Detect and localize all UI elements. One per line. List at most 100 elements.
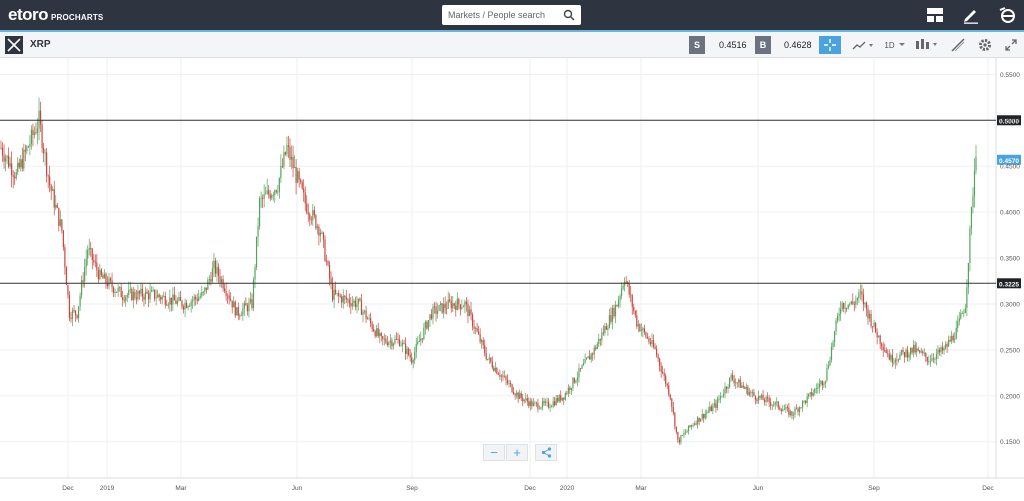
candle-body: [493, 367, 495, 372]
candle-body: [373, 329, 375, 332]
crosshair-icon: [824, 39, 836, 51]
candle-body: [771, 404, 773, 406]
candle-body: [852, 301, 854, 304]
candle-body: [683, 433, 685, 436]
candle-body: [170, 297, 172, 305]
candle-body: [659, 358, 661, 366]
share-button[interactable]: [535, 444, 557, 461]
crosshair-button[interactable]: [819, 36, 841, 54]
last-price-label: 0.4570: [999, 158, 1019, 165]
search-box[interactable]: Markets / People search: [442, 5, 581, 25]
candle-body: [217, 266, 220, 277]
draw-tools-button[interactable]: [948, 36, 968, 54]
candle-body: [847, 304, 849, 309]
candle-body: [409, 354, 411, 358]
candle-body: [564, 393, 566, 400]
etoro-e-icon[interactable]: [996, 4, 1018, 26]
pencil-icon[interactable]: [960, 4, 982, 26]
buy-button[interactable]: B: [755, 36, 771, 54]
candle-body: [195, 296, 197, 299]
candle-body: [916, 348, 918, 353]
candle-body: [724, 387, 726, 394]
buy-price[interactable]: 0.4628: [784, 40, 812, 50]
candle-body: [331, 283, 334, 300]
candle-body: [803, 400, 805, 402]
y-tick-label: 0.4000: [1000, 210, 1020, 217]
candles-button[interactable]: [914, 36, 940, 54]
fullscreen-button[interactable]: [1002, 36, 1020, 54]
candle-body: [505, 376, 507, 380]
candle-body: [147, 293, 150, 300]
candle-body: [406, 348, 408, 354]
candle-body: [765, 397, 767, 402]
candle-body: [388, 342, 390, 345]
candle-body: [856, 297, 858, 301]
sell-button[interactable]: S: [689, 36, 705, 54]
candle-body: [435, 306, 437, 314]
candle-body: [570, 387, 572, 390]
candle-body: [488, 357, 490, 360]
candle-body: [543, 401, 545, 404]
candle-body: [74, 310, 77, 315]
candle-body: [578, 368, 580, 378]
zoom-in-button[interactable]: +: [506, 444, 528, 461]
candle-body: [873, 322, 875, 327]
level-label-bg: [997, 115, 1021, 126]
candle-body: [164, 295, 166, 305]
candle-body: [929, 361, 931, 362]
search-icon[interactable]: [563, 9, 575, 21]
candle-body: [890, 355, 892, 360]
candle-body: [119, 287, 121, 288]
sell-price[interactable]: 0.4516: [719, 40, 747, 50]
candle-body: [274, 190, 276, 195]
candle-body: [508, 383, 510, 384]
candle-body: [944, 344, 947, 349]
candle-body: [674, 412, 676, 427]
candle-body: [420, 338, 422, 342]
candle-body: [617, 300, 620, 307]
candlestick-chart[interactable]: 0.50000.32250.45700.55000.50000.45000.40…: [0, 58, 1024, 496]
x-tick-label: Sep: [406, 485, 418, 492]
candle-body: [82, 280, 84, 282]
candle-body: [808, 394, 810, 397]
candle-body: [712, 405, 714, 412]
candle-body: [172, 294, 174, 305]
candle-body: [26, 146, 28, 152]
y-tick-label: 0.2500: [1000, 347, 1020, 354]
candle-body: [163, 295, 165, 297]
layout-icon[interactable]: [924, 4, 946, 26]
settings-button[interactable]: [975, 36, 995, 54]
chart-type-button[interactable]: [850, 36, 876, 54]
candle-body: [663, 373, 665, 376]
candle-body: [132, 291, 134, 301]
candle-body: [3, 155, 5, 162]
candle-body: [773, 404, 775, 406]
candle-body: [287, 145, 290, 147]
top-nav-bar: etoro PROCHARTS Markets / People search: [0, 0, 1024, 30]
candle-body: [613, 307, 615, 317]
candle-body: [377, 328, 379, 337]
candle-body: [211, 268, 214, 282]
price-chart[interactable]: 0.5000 0.3225 0.4570 0.5500 0.5000 0.4500 0.40…: [0, 58, 1024, 496]
x-tick-label: Jun: [753, 485, 764, 492]
candle-body: [554, 401, 556, 406]
candle-body: [900, 349, 903, 355]
candle-body: [258, 198, 261, 227]
candle-body: [827, 365, 830, 369]
timeframe-button[interactable]: 1D: [883, 36, 907, 54]
candle-body: [652, 340, 655, 347]
candle-body: [526, 398, 528, 402]
search-input[interactable]: Markets / People search: [448, 10, 546, 20]
candle-body: [42, 148, 45, 154]
candle-body: [199, 296, 201, 298]
candle-body: [345, 296, 347, 300]
candle-body: [745, 386, 747, 389]
candle-body: [633, 306, 635, 311]
candle-body: [108, 278, 110, 287]
candle-body: [333, 289, 335, 300]
etoro-logo[interactable]: etoro PROCHARTS: [8, 5, 103, 25]
candle-body: [280, 166, 282, 179]
zoom-out-button[interactable]: −: [483, 444, 505, 461]
candle-body: [800, 407, 802, 409]
candle-body: [166, 304, 168, 306]
